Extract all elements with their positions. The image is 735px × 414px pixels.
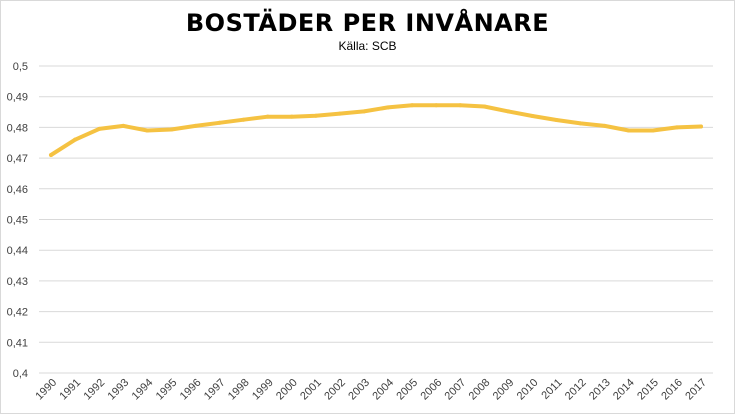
y-tick-label: 0,47 [7, 153, 28, 165]
data-point [698, 124, 703, 129]
y-tick-label: 0,44 [7, 245, 28, 257]
data-point [289, 114, 294, 119]
x-tick-label: 1991 [57, 377, 83, 403]
x-tick-label: 1990 [33, 377, 59, 403]
data-point [121, 123, 126, 128]
x-tick-label: 1999 [250, 377, 276, 403]
data-point [169, 127, 174, 132]
series-group [49, 103, 703, 158]
data-point [674, 125, 679, 130]
data-point [506, 109, 511, 114]
data-point [193, 123, 198, 128]
data-point [337, 111, 342, 116]
x-tick-label: 2012 [563, 377, 589, 403]
x-tick-label: 2006 [419, 377, 445, 403]
x-tick-label: 1995 [154, 377, 180, 403]
chart-title: BOSTÄDER PER INVÅNARE [185, 9, 550, 37]
data-point [650, 128, 655, 133]
x-tick-label: 1998 [226, 377, 252, 403]
gridlines [39, 65, 713, 374]
data-point [386, 105, 391, 110]
x-tick-label: 1992 [82, 377, 108, 403]
data-point [458, 103, 463, 108]
x-tick-label: 2002 [322, 377, 348, 403]
y-tick-label: 0,46 [7, 184, 28, 196]
y-tick-label: 0,43 [7, 276, 28, 288]
data-point [602, 123, 607, 128]
x-tick-label: 2008 [467, 377, 493, 403]
data-point [578, 121, 583, 126]
y-tick-label: 0,48 [7, 122, 28, 134]
x-tick-label: 2017 [683, 377, 709, 403]
data-point [361, 109, 366, 114]
data-point [145, 128, 150, 133]
x-tick-label: 2010 [515, 377, 541, 403]
x-tick-label: 2005 [394, 377, 420, 403]
data-point [313, 113, 318, 118]
y-tick-label: 0,41 [7, 337, 28, 349]
series-line [49, 103, 703, 157]
x-tick-label: 2001 [298, 377, 324, 403]
x-tick-label: 1996 [178, 377, 204, 403]
x-tick-label: 2009 [491, 377, 517, 403]
x-tick-label: 1994 [130, 377, 156, 403]
x-tick-label: 1997 [202, 377, 228, 403]
data-point [434, 103, 439, 108]
x-axis-ticks: 1990199119921993199419951996199719981999… [33, 377, 709, 403]
x-tick-label: 1993 [106, 377, 132, 403]
y-tick-label: 0,5 [13, 61, 28, 73]
x-tick-label: 2014 [611, 377, 637, 403]
data-point [265, 114, 270, 119]
x-tick-label: 2016 [659, 377, 685, 403]
x-tick-label: 2003 [346, 377, 372, 403]
x-tick-label: 2004 [370, 377, 396, 403]
data-point [73, 137, 78, 142]
data-point [49, 153, 54, 158]
data-point [626, 128, 631, 133]
x-tick-label: 2013 [587, 377, 613, 403]
x-tick-label: 2015 [635, 377, 661, 403]
y-tick-label: 0,42 [7, 307, 28, 319]
y-tick-label: 0,49 [7, 92, 28, 104]
data-point [410, 103, 415, 108]
x-tick-label: 2011 [539, 377, 564, 402]
y-axis-ticks: 0,4 0,41 0,42 0,43 0,44 0,45 0,46 0,47 0,48 0,49 0… [7, 61, 28, 380]
x-tick-label: 2000 [274, 377, 300, 403]
data-point [482, 104, 487, 109]
data-point [530, 114, 535, 119]
data-point [554, 118, 559, 123]
y-tick-label: 0,45 [7, 215, 28, 227]
chart-subtitle: Källa: SCB [338, 39, 397, 53]
x-tick-label: 2007 [443, 377, 469, 403]
data-point [241, 117, 246, 122]
data-point [97, 126, 102, 131]
data-point [217, 120, 222, 125]
y-tick-label: 0,4 [13, 368, 28, 380]
